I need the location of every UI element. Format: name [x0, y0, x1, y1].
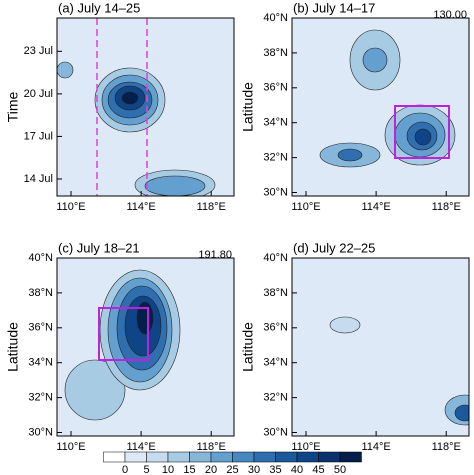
colorbar-tick-label: 15: [183, 464, 195, 475]
x-tick-label: 114°E: [126, 201, 155, 213]
x-tick-label: 110°E: [291, 441, 320, 453]
y-tick-label: 34°N: [28, 357, 53, 369]
y-tick-label: 30°N: [28, 426, 53, 438]
contour-fill: [362, 47, 388, 73]
contour-fill: [337, 148, 363, 162]
plot-area: [57, 258, 234, 436]
x-tick-label: 110°E: [56, 441, 85, 453]
y-tick-label: 32°N: [263, 392, 288, 404]
frame: [291, 17, 470, 197]
y-tick-label: 38°N: [263, 287, 288, 299]
frame: [56, 257, 235, 437]
colorbar-cell: [232, 451, 255, 463]
x-tick-label: 114°E: [361, 201, 390, 213]
panel-title: (a) July 14–25: [58, 0, 140, 15]
contour-fill: [57, 61, 74, 79]
colorbar-cell: [275, 451, 298, 463]
contour-fill: [144, 175, 206, 196]
colorbar-cell: [318, 451, 341, 463]
colorbar-cell: [146, 451, 169, 463]
y-tick-label: 36°N: [263, 322, 288, 334]
y-tick-label: 38°N: [263, 47, 288, 59]
panel-title: (d) July 22–25: [293, 240, 375, 255]
x-tick-label: 114°E: [361, 441, 390, 453]
annotation: 130.00: [433, 9, 467, 21]
panel: 110°E 114°E 118°E 30°N 32°N 34°N 36°N 38°N 40°N (…: [240, 240, 470, 453]
y-tick-label: 38°N: [28, 287, 53, 299]
colorbar-tick-label: 50: [334, 464, 346, 475]
panel: 110°E 114°E 118°E 30°N 32°N 34°N 36°N 38°N 40°N (…: [240, 0, 470, 213]
y-tick-label: 23 Jul: [24, 45, 53, 57]
colorbar-tick-label: 10: [162, 464, 174, 475]
y-tick-label: 36°N: [263, 82, 288, 94]
colorbar-cell: [167, 451, 190, 463]
x-tick-label: 118°E: [432, 441, 461, 453]
background: [292, 258, 469, 436]
x-tick-label: 118°E: [197, 441, 226, 453]
y-tick-label: 14 Jul: [24, 173, 53, 185]
y-tick-label: 40°N: [263, 252, 288, 264]
y-tick-label: 30°N: [263, 426, 288, 438]
colorbar-tick-label: 45: [312, 464, 324, 475]
colorbar-tick-label: 25: [226, 464, 238, 475]
panel-title: (c) July 18–21: [58, 240, 140, 255]
colorbar-cell: [296, 451, 319, 463]
colorbar-cell: [210, 451, 233, 463]
y-tick-label: 32°N: [28, 392, 53, 404]
x-tick-label: 118°E: [432, 201, 461, 213]
y-tick-label: 36°N: [28, 322, 53, 334]
colorbar-cell: [253, 451, 276, 463]
plot-area: [292, 258, 469, 436]
colorbar-tick-label: 0: [122, 464, 128, 475]
contour-fill: [329, 316, 361, 334]
y-tick-label: 34°N: [263, 117, 288, 129]
frame: [56, 17, 235, 197]
colorbar-cell: [103, 451, 126, 463]
y-axis-label: Latitude: [240, 82, 256, 132]
y-tick-label: 40°N: [28, 252, 53, 264]
y-axis-label: Time: [5, 91, 21, 122]
colorbar-tick-label: 30: [248, 464, 260, 475]
y-tick-label: 32°N: [263, 152, 288, 164]
panel-title: (b) July 14–17: [293, 0, 375, 15]
x-tick-label: 110°E: [56, 201, 85, 213]
region-box: [98, 307, 149, 361]
y-tick-label: 34°N: [263, 357, 288, 369]
y-tick-label: 17 Jul: [24, 130, 53, 142]
colorbar-tick-label: 20: [205, 464, 217, 475]
contour-fill: [136, 301, 154, 335]
colorbar-cell: [124, 451, 147, 463]
panel: 110°E 114°E 118°E 14 Jul 17 Jul 20 Jul 23 Jul (…: [5, 0, 235, 213]
y-tick-label: 30°N: [263, 186, 288, 198]
y-axis-label: Latitude: [5, 322, 21, 372]
contour-fill: [454, 404, 469, 422]
region-box: [394, 105, 450, 159]
annotation: 191.80: [198, 249, 232, 261]
colorbar-tick-label: 40: [291, 464, 303, 475]
colorbar-cell: [189, 451, 212, 463]
x-tick-label: 114°E: [126, 441, 155, 453]
contour-fill: [121, 91, 139, 105]
colorbar-tick-label: 35: [269, 464, 281, 475]
x-tick-label: 110°E: [291, 201, 320, 213]
plot-area: [57, 18, 234, 196]
colorbar-cell: [339, 451, 362, 463]
frame: [291, 257, 470, 437]
contour-fill: [414, 128, 432, 146]
y-axis-label: Latitude: [240, 322, 256, 372]
contour-fill: [64, 359, 126, 421]
y-tick-label: 20 Jul: [24, 88, 53, 100]
y-tick-label: 40°N: [263, 12, 288, 24]
plot-area: [292, 18, 469, 196]
colorbar-tick-label: 5: [143, 464, 149, 475]
x-tick-label: 118°E: [197, 201, 226, 213]
panel: 110°E 114°E 118°E 30°N 32°N 34°N 36°N 38°N 40°N (…: [5, 240, 235, 453]
